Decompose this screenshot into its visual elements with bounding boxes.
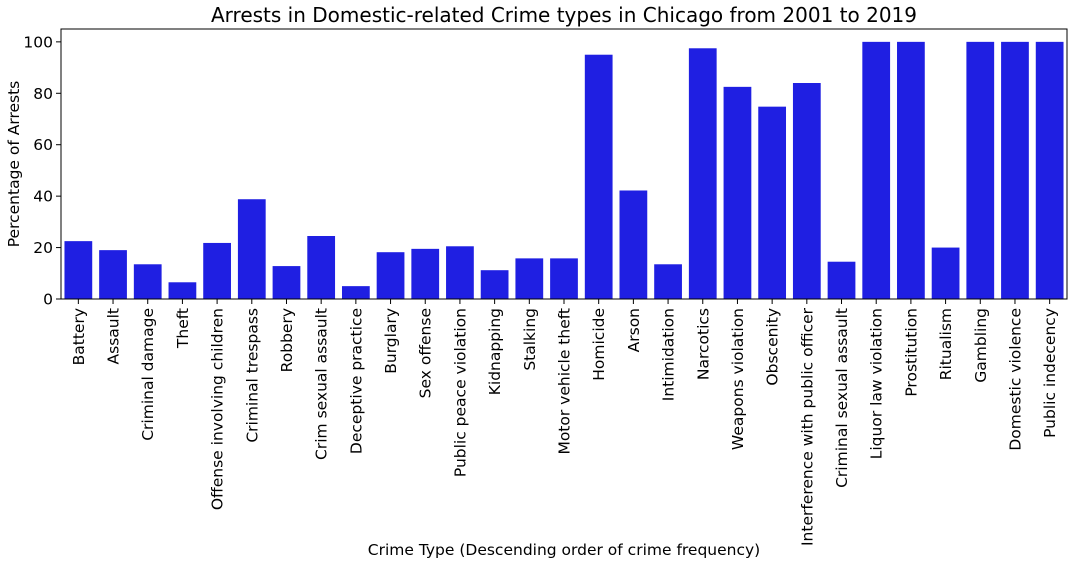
y-axis: 0 20 40 60 80 100	[23, 33, 61, 309]
bar	[64, 241, 93, 299]
bar	[723, 86, 752, 299]
y-tick-label: 0	[43, 291, 53, 309]
x-tick-label: Weapons violation	[729, 308, 747, 450]
x-tick-label: Criminal damage	[139, 308, 157, 441]
x-tick-label: Public peace violation	[451, 308, 469, 477]
plot-frame	[60, 28, 1068, 300]
x-tick-label: Ritualism	[937, 308, 955, 380]
x-tick-label: Prostitution	[902, 308, 920, 397]
bar	[480, 270, 509, 299]
bar	[688, 48, 717, 300]
y-tick-label: 100	[23, 33, 53, 51]
bar	[584, 54, 613, 299]
y-tick-label: 20	[33, 239, 53, 257]
chart-title: Arrests in Domestic-related Crime types …	[211, 3, 917, 27]
x-tick-label: Interference with public officer	[798, 307, 816, 546]
y-axis-label: Percentage of Arrests	[5, 81, 23, 248]
bar	[1001, 41, 1029, 299]
x-tick-label: Gambling	[972, 308, 990, 383]
bar	[307, 236, 336, 299]
bar	[272, 266, 301, 299]
bar	[203, 242, 231, 299]
bar	[758, 106, 787, 300]
x-tick-label: Obscenity	[764, 308, 782, 386]
x-tick-label: Liquor law violation	[868, 308, 886, 459]
bar	[515, 258, 544, 299]
x-tick-label: Burglary	[382, 308, 400, 374]
x-tick-label: Arson	[625, 308, 643, 352]
y-tick-label: 80	[33, 85, 53, 103]
x-tick-label: Robbery	[278, 308, 296, 372]
x-tick-label: Crim sexual assault	[313, 308, 331, 460]
x-tick-label: Assault	[105, 308, 123, 364]
x-axis: Battery Assault Criminal damage Theft Offens…	[70, 299, 1059, 546]
bar	[862, 41, 891, 299]
x-tick-label: Homicide	[590, 308, 608, 381]
x-tick-label: Motor vehicle theft	[556, 308, 574, 455]
bar	[341, 286, 370, 299]
bar	[792, 83, 821, 299]
x-tick-label: Theft	[174, 308, 192, 349]
bar	[168, 282, 197, 299]
bar	[237, 199, 266, 299]
x-tick-label: Narcotics	[694, 308, 712, 380]
bar	[133, 264, 162, 299]
x-tick-label: Intimidation	[660, 308, 678, 401]
x-tick-label: Battery	[70, 308, 88, 365]
x-tick-label: Offense involving children	[209, 308, 227, 510]
bars-group	[64, 41, 1064, 300]
x-tick-label: Domestic violence	[1006, 308, 1024, 451]
bar	[931, 247, 960, 299]
bar	[619, 190, 648, 299]
bar	[411, 248, 440, 299]
bar	[446, 246, 474, 299]
bar	[897, 41, 925, 299]
bar	[966, 41, 995, 299]
bar	[376, 252, 405, 299]
y-tick-label: 60	[33, 136, 53, 154]
x-tick-label: Sex offense	[417, 308, 435, 398]
bar	[654, 264, 682, 299]
x-tick-label: Deceptive practice	[347, 308, 365, 454]
bar	[550, 258, 578, 299]
x-tick-label: Criminal trespass	[243, 308, 261, 443]
x-tick-label: Public indecency	[1041, 308, 1059, 438]
bar	[99, 250, 127, 299]
bar	[1035, 41, 1064, 299]
x-tick-label: Kidnapping	[486, 308, 504, 395]
y-tick-label: 40	[33, 188, 53, 206]
bar	[827, 261, 856, 299]
x-tick-label: Criminal sexual assault	[833, 308, 851, 488]
x-axis-label: Crime Type (Descending order of crime fr…	[368, 541, 760, 559]
x-tick-label: Stalking	[521, 308, 539, 371]
